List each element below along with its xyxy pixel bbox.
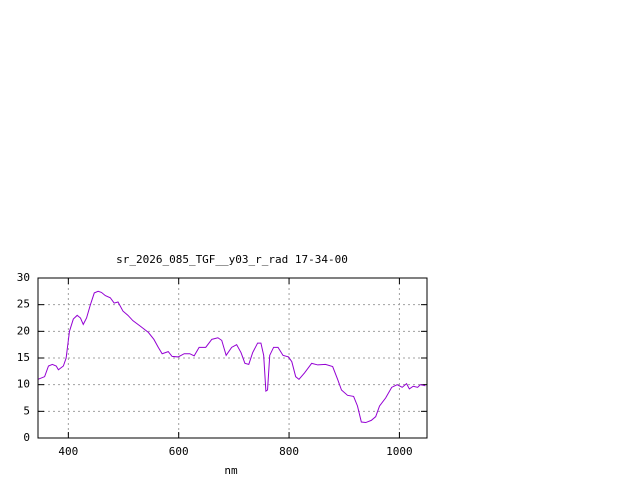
y-tick-label: 30 [17, 271, 30, 284]
x-axis-label: nm [224, 464, 238, 477]
data-line [37, 290, 426, 424]
x-tick-label: 800 [279, 445, 299, 458]
y-tick-label: 0 [23, 431, 30, 444]
y-tick-label: 5 [23, 404, 30, 417]
x-tick-label: 1000 [386, 445, 413, 458]
y-tick-label: 25 [17, 298, 30, 311]
y-tick-label: 20 [17, 324, 30, 337]
y-tick-label: 10 [17, 378, 30, 391]
y-tick-label: 15 [17, 351, 30, 364]
chart-title: sr_2026_085_TGF__y03_r_rad 17-34-00 [116, 253, 348, 266]
plot-frame [37, 277, 428, 439]
x-tick-label: 400 [58, 445, 78, 458]
x-tick-label: 600 [169, 445, 189, 458]
